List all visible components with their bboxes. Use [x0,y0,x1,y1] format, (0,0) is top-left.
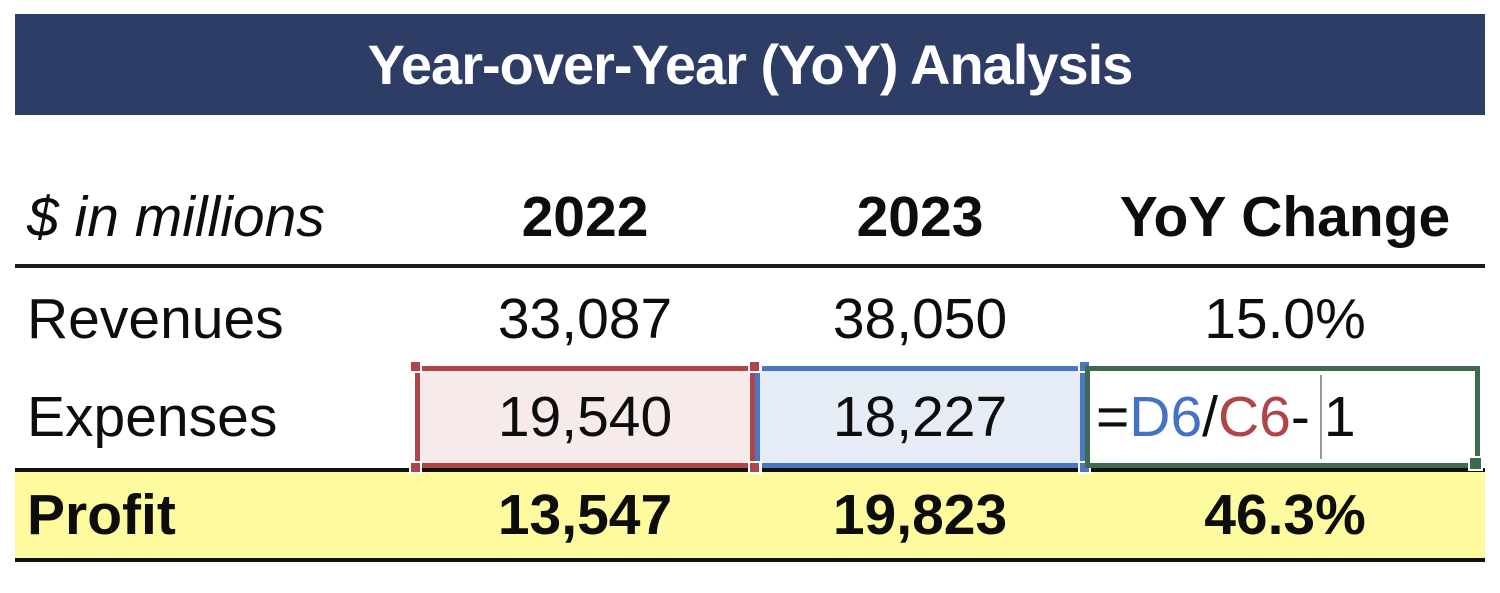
header-yoy-cell[interactable]: YoY Change [1085,170,1485,264]
formula-literal-1: 1 [1323,385,1356,449]
red-range-handle-top-left[interactable] [409,360,422,373]
col-2022-label: 2022 [521,185,649,249]
expenses-label: Expenses [27,385,278,449]
formula-equals: = [1096,385,1130,449]
revenues-yoy-value: 15.0% [1204,287,1366,351]
text-cursor-caret [1319,375,1322,459]
table-row-revenues: Revenues 33,087 38,050 15.0% [15,272,1485,366]
green-fill-handle[interactable] [1468,456,1483,471]
revenues-2022-value: 33,087 [497,287,673,351]
expenses-yoy-formula-cell-editing[interactable]: = D6/C6-1 [1085,366,1483,471]
profit-label-cell[interactable]: Profit [15,472,415,558]
revenues-label-cell[interactable]: Revenues [15,272,415,366]
page-title: Year-over-Year (YoY) Analysis [367,33,1134,96]
formula-minus: - [1290,385,1310,449]
revenues-label: Revenues [27,287,284,351]
header-units-cell[interactable]: $ in millions [15,170,415,264]
header-2023-cell[interactable]: 2023 [755,170,1085,264]
revenues-2023-value: 38,050 [832,287,1008,351]
expenses-2022-cell-selected-red[interactable]: 19,540 [409,360,761,474]
profit-2023-cell[interactable]: 19,823 [755,472,1085,558]
formula-ref-d6: D6 [1129,385,1203,449]
title-banner-cell[interactable]: Year-over-Year (YoY) Analysis [15,14,1485,115]
expenses-2023-cell-selected-blue[interactable]: 18,227 [749,360,1091,474]
profit-yoy-value: 46.3% [1204,483,1366,547]
expenses-2022-value: 19,540 [497,385,673,449]
col-yoy-label: YoY Change [1119,185,1451,249]
expenses-label-cell[interactable]: Expenses [15,366,415,468]
table-row-expenses: Expenses [15,366,1485,468]
profit-2023-value: 19,823 [832,483,1008,547]
revenues-2022-cell[interactable]: 33,087 [415,272,755,366]
formula-divide: / [1202,385,1219,449]
col-2023-label: 2023 [856,185,984,249]
red-range-handle-bottom-left[interactable] [409,461,422,474]
red-range-handle-top-right[interactable] [748,360,761,373]
header-2022-cell[interactable]: 2022 [415,170,755,264]
table-row-profit: Profit 13,547 19,823 46.3% [15,468,1485,562]
expenses-2023-value: 18,227 [832,385,1008,449]
units-label: $ in millions [27,185,325,249]
revenues-2023-cell[interactable]: 38,050 [755,272,1085,366]
formula-text[interactable]: = D6/C6-1 [1096,375,1356,459]
profit-2022-cell[interactable]: 13,547 [415,472,755,558]
profit-2022-value: 13,547 [497,483,673,547]
red-range-handle-bottom-right[interactable] [748,461,761,474]
profit-label: Profit [27,483,176,547]
profit-yoy-cell[interactable]: 46.3% [1085,472,1485,558]
revenues-yoy-cell[interactable]: 15.0% [1085,272,1485,366]
formula-ref-c6: C6 [1218,385,1291,449]
table-header-row: $ in millions 2022 2023 YoY Change [15,170,1485,268]
